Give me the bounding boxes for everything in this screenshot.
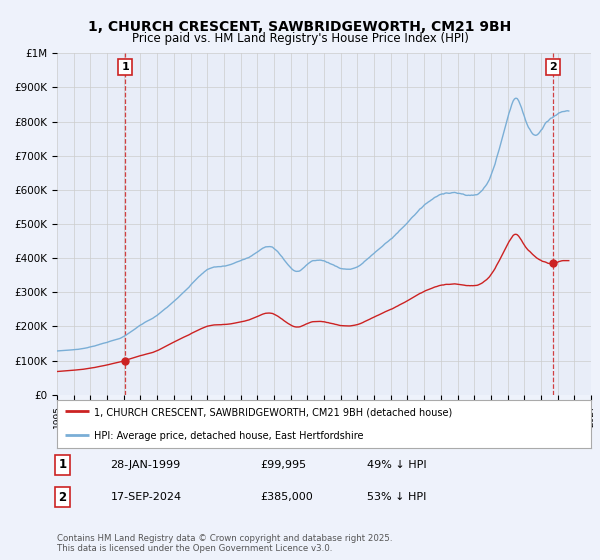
Text: 1, CHURCH CRESCENT, SAWBRIDGEWORTH, CM21 9BH: 1, CHURCH CRESCENT, SAWBRIDGEWORTH, CM21…: [88, 20, 512, 34]
Text: 1: 1: [58, 459, 67, 472]
Text: 17-SEP-2024: 17-SEP-2024: [110, 492, 182, 502]
Text: Price paid vs. HM Land Registry's House Price Index (HPI): Price paid vs. HM Land Registry's House …: [131, 32, 469, 45]
Text: 28-JAN-1999: 28-JAN-1999: [110, 460, 181, 470]
Text: 53% ↓ HPI: 53% ↓ HPI: [367, 492, 426, 502]
Text: 49% ↓ HPI: 49% ↓ HPI: [367, 460, 427, 470]
Text: £99,995: £99,995: [260, 460, 306, 470]
Text: £385,000: £385,000: [260, 492, 313, 502]
Text: Contains HM Land Registry data © Crown copyright and database right 2025.
This d: Contains HM Land Registry data © Crown c…: [57, 534, 392, 553]
Text: HPI: Average price, detached house, East Hertfordshire: HPI: Average price, detached house, East…: [94, 431, 364, 441]
Text: 1: 1: [121, 62, 129, 72]
Text: 2: 2: [58, 491, 67, 503]
Text: 1, CHURCH CRESCENT, SAWBRIDGEWORTH, CM21 9BH (detached house): 1, CHURCH CRESCENT, SAWBRIDGEWORTH, CM21…: [94, 407, 452, 417]
Text: 2: 2: [549, 62, 557, 72]
